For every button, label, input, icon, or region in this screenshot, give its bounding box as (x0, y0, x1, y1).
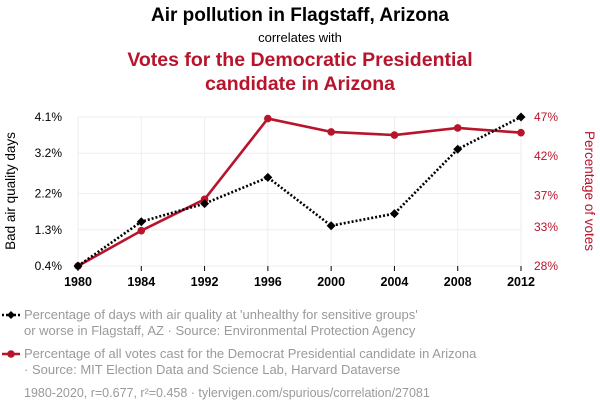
legend: Percentage of days with air quality at '… (2, 307, 477, 377)
series2-point (327, 128, 335, 136)
chart-title: Air pollution in Flagstaff, Arizona (151, 5, 449, 26)
legend-series1-text-line1: Percentage of days with air quality at '… (24, 307, 418, 322)
y-tick-left: 4.1% (35, 110, 63, 124)
y-axis-label-right: Percentage of votes (582, 131, 597, 251)
x-tick-label: 2012 (507, 275, 535, 289)
ticks-layer: 0.4% 1.3% 2.2% 3.2% 4.1% 28% 33% 37% 42% 47% 1980 1… (35, 110, 559, 289)
series1-point (453, 144, 463, 154)
series2-point (453, 124, 462, 132)
chart-title2-line1: Votes for the Democratic Presidential (127, 49, 472, 71)
series2-point (517, 128, 525, 137)
y-tick-left: 3.2% (35, 146, 63, 160)
y-tick-right: 28% (534, 259, 558, 273)
series2-point (264, 114, 272, 123)
series2-point (390, 131, 399, 139)
y-tick-right: 42% (534, 149, 558, 163)
series1-point (326, 221, 336, 231)
series1-point (73, 261, 83, 271)
chart-subtitle: correlates with (258, 30, 342, 45)
x-tick-label: 1984 (127, 275, 155, 289)
grid-layer (77, 116, 522, 267)
y-axis-label-left: Bad air quality days (3, 132, 18, 250)
legend-series1-text-line2: or worse in Flagstaff, AZ · Source: Envi… (24, 323, 416, 338)
x-tick-label: 1992 (191, 275, 219, 289)
y-tick-left: 1.3% (35, 223, 63, 237)
legend-series1-marker (7, 311, 15, 319)
y-tick-right: 37% (534, 188, 558, 202)
x-tick-label: 2000 (317, 275, 345, 289)
y-tick-right: 33% (534, 220, 558, 234)
x-tick-label: 1996 (254, 275, 282, 289)
series1-point (516, 112, 526, 122)
y-tick-right: 47% (534, 110, 558, 124)
y-tick-left: 2.2% (35, 187, 63, 201)
x-tick-label: 2008 (444, 275, 472, 289)
footer-note: 1980-2020, r=0.677, r²=0.458 · tylervige… (24, 386, 430, 400)
series1-point (136, 217, 146, 227)
series1-point (200, 199, 210, 209)
series-layer (73, 112, 526, 271)
series1-line (77, 115, 522, 268)
series2-point (137, 226, 146, 235)
legend-series2-text-line2: · Source: MIT Election Data and Science … (24, 362, 400, 377)
series1-point (263, 172, 273, 182)
x-tick-label: 1980 (64, 275, 92, 289)
series1-point (389, 209, 399, 219)
x-tick-label: 2004 (381, 275, 409, 289)
y-tick-left: 0.4% (35, 259, 63, 273)
legend-series2-marker (7, 350, 15, 358)
legend-series2-text-line1: Percentage of all votes cast for the Dem… (24, 346, 477, 361)
chart-title2-line2: candidate in Arizona (205, 73, 395, 95)
series2-line (77, 117, 522, 268)
